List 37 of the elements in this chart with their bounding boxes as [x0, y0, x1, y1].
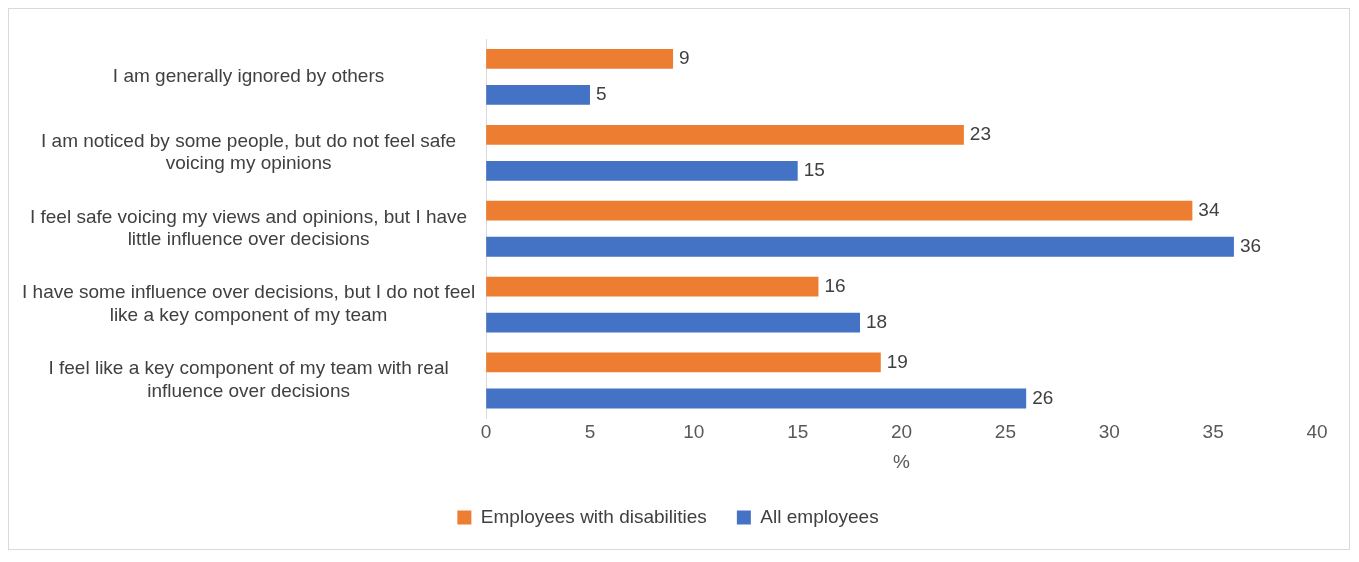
data-label: 16	[824, 274, 846, 296]
data-label: 18	[866, 310, 888, 332]
x-tick-label: 30	[1098, 421, 1120, 443]
bar	[486, 124, 964, 145]
y-tick-label: I am noticed by some people, but do not feel safe voicing my opinions	[41, 129, 457, 174]
bar	[486, 200, 1193, 221]
data-label: 26	[1032, 386, 1054, 408]
data-label: 34	[1198, 198, 1220, 220]
bar	[486, 236, 1234, 257]
x-tick-label: 5	[584, 421, 596, 443]
x-axis-title: %	[893, 450, 911, 472]
legend-label: All employees	[760, 505, 879, 527]
data-label: 15	[803, 159, 825, 181]
bar	[486, 312, 861, 333]
x-tick-label: 20	[890, 421, 913, 443]
x-tick-label: 0	[480, 421, 492, 443]
data-label: 9	[679, 47, 690, 69]
y-tick-label: I am generally ignored by others	[112, 65, 385, 87]
x-tick-label: 25	[994, 421, 1016, 443]
x-tick-label: 15	[787, 421, 809, 443]
y-tick-label: I have some influence over decisions, but I do not feel like a key component of my team	[22, 281, 476, 326]
y-tick-label: I feel safe voicing my views and opinions, but I have little influence over decisions	[29, 205, 468, 250]
bar	[486, 49, 674, 69]
data-label: 19	[886, 350, 908, 372]
x-tick-label: 10	[683, 421, 705, 443]
bar	[486, 388, 1027, 409]
x-tick-label: 35	[1202, 421, 1224, 443]
bar	[486, 352, 881, 373]
x-tick-label: 40	[1306, 421, 1328, 443]
bar	[486, 160, 798, 181]
data-label: 36	[1239, 234, 1262, 256]
bar	[486, 276, 819, 297]
legend-label: Employees with disabilities	[480, 505, 707, 527]
data-label: 5	[595, 83, 607, 105]
bar	[486, 85, 590, 105]
y-tick-label: I feel like a key component of my team with real influence over decisions	[48, 357, 449, 402]
data-label: 23	[969, 123, 992, 145]
